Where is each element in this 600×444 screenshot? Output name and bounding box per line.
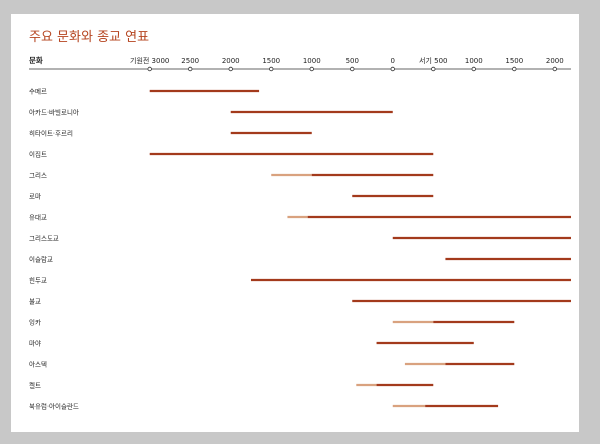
row-label: 아카드·바빌로니아	[29, 108, 79, 117]
x-tick-mark	[269, 66, 274, 72]
x-tick-label: 1500	[262, 57, 280, 65]
row-label: 잉카	[29, 318, 41, 327]
row-label: 아스텍	[29, 360, 47, 369]
x-tick-mark	[512, 66, 517, 72]
x-tick-label: 기원전 3000	[130, 56, 169, 65]
timeline-chart: 문화 기원전 3000 2500 2000 1500 1000 500 0 서기 500 1000…	[29, 55, 571, 411]
row-label: 마야	[29, 339, 41, 348]
x-tick-mark	[147, 66, 152, 72]
x-tick-label: 500	[346, 57, 359, 65]
row-label: 로마	[29, 192, 41, 201]
x-tick-label: 1000	[303, 57, 321, 65]
x-tick-mark	[390, 66, 395, 72]
x-tick-mark	[228, 66, 233, 72]
row-label: 불교	[29, 297, 41, 306]
x-tick-mark	[552, 66, 557, 72]
row-label: 그리스도교	[29, 234, 59, 243]
row-label: 히타이트·후르리	[29, 129, 73, 138]
row-label: 이슬람교	[29, 255, 53, 264]
page-title: 주요 문화와 종교 연표	[29, 30, 150, 45]
row-header: 문화	[29, 55, 43, 65]
x-tick-label: 1000	[465, 57, 483, 65]
x-tick-label: 2500	[181, 57, 199, 65]
x-tick-label: 서기 500	[419, 56, 447, 65]
x-tick-mark	[431, 66, 436, 72]
row-label: 유대교	[29, 214, 47, 222]
x-tick-label: 2000	[222, 57, 240, 65]
row-label: 이집트	[29, 150, 47, 159]
x-tick-mark	[350, 66, 355, 72]
x-tick-mark	[471, 66, 476, 72]
x-tick-mark	[309, 66, 314, 72]
row-label: 켈트	[29, 382, 41, 390]
row-label: 수메르	[29, 88, 47, 96]
row-label: 힌두교	[29, 276, 47, 285]
x-tick-label: 1500	[505, 57, 523, 65]
x-tick-mark	[188, 66, 193, 72]
x-tick-label: 2000	[546, 57, 564, 65]
chart-card: 주요 문화와 종교 연표 문화 기원전 3000 2500 2000 1500 1000 5…	[11, 14, 579, 432]
row-label: 그리스	[29, 171, 47, 180]
row-label: 북유럽·아이슬란드	[29, 402, 79, 411]
x-tick-label: 0	[391, 57, 395, 65]
